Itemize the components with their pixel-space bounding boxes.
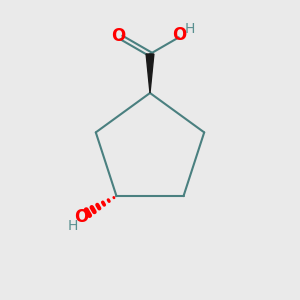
Text: H: H [68,218,78,233]
Text: H: H [185,22,195,36]
Text: O: O [111,27,125,45]
Text: O: O [75,208,89,226]
Text: O: O [172,26,186,44]
Polygon shape [146,54,154,93]
